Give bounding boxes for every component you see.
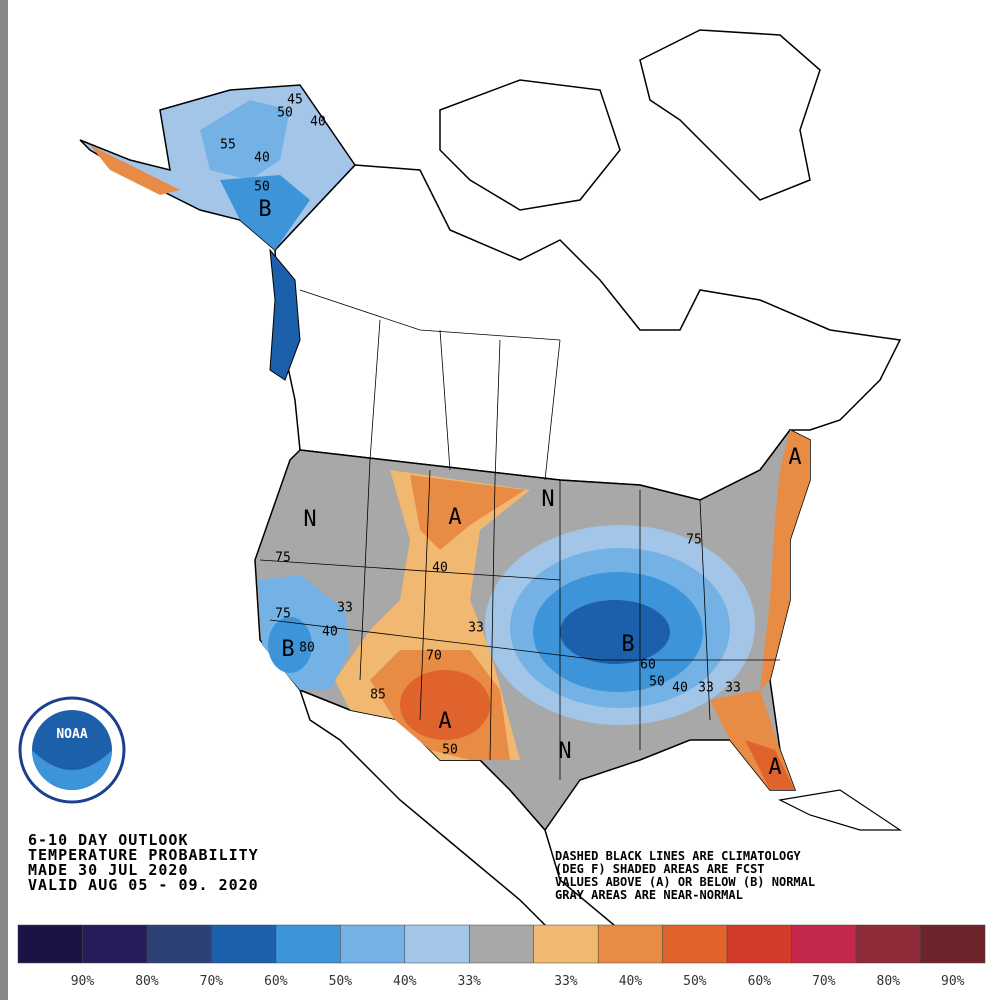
- contour-label: 55: [220, 138, 236, 153]
- legend-swatch: [791, 924, 857, 964]
- greenland: [639, 29, 821, 201]
- contour-label: 33: [468, 621, 484, 636]
- legend-swatch: [82, 924, 148, 964]
- cuba: [778, 789, 902, 831]
- alaska-40: [200, 100, 290, 180]
- contour-label: 75: [686, 533, 702, 548]
- legend: 90% 80% 70% 60% 50% 40% 33% 33% 40% 50% 60% 70% 80% 9…: [17, 924, 986, 989]
- category-letter: A: [438, 709, 451, 734]
- warm-40-north: [410, 475, 525, 550]
- frame-edge: [0, 0, 8, 1000]
- note-line: (DEG F) SHADED AREAS ARE FCST: [555, 862, 765, 876]
- category-letter: N: [541, 487, 554, 512]
- legend-swatch: [17, 924, 83, 964]
- panhandle: [269, 248, 301, 381]
- contour-label: 50: [277, 106, 293, 121]
- category-letter: B: [621, 632, 634, 657]
- west-cold-50: [268, 617, 312, 673]
- arctic-islands: [439, 79, 621, 211]
- contour-label: 40: [322, 625, 338, 640]
- note-line: GRAY AREAS ARE NEAR-NORMAL: [555, 888, 743, 902]
- legend-swatch: [146, 924, 212, 964]
- contour-label: 45: [287, 93, 303, 108]
- legend-swatch: [855, 924, 921, 964]
- category-letter: N: [558, 739, 571, 764]
- note-line: VALUES ABOVE (A) OR BELOW (B) NORMAL: [555, 875, 815, 889]
- contour-label: 33: [698, 681, 714, 696]
- borders: [259, 289, 780, 780]
- legend-label: 70%: [812, 974, 836, 989]
- title-line: 6-10 DAY OUTLOOK: [28, 831, 189, 849]
- contour-label: 80: [299, 641, 315, 656]
- legend-label: 60%: [264, 974, 288, 989]
- contour-label: 50: [649, 675, 665, 690]
- legend-label: 33%: [458, 974, 482, 989]
- legend-label: 70%: [200, 974, 224, 989]
- legend-label: 40%: [393, 974, 417, 989]
- legend-swatch: [469, 924, 534, 964]
- contour-label: 40: [432, 561, 448, 576]
- legend-label: 90%: [941, 974, 965, 989]
- category-letter: B: [258, 197, 271, 222]
- legend-swatch: [340, 924, 406, 964]
- title-line: VALID AUG 05 - 09. 2020: [28, 876, 259, 894]
- contour-label: 75: [275, 607, 291, 622]
- cold-60: [560, 600, 670, 664]
- legend-label: 60%: [748, 974, 772, 989]
- contour-label: 60: [640, 658, 656, 673]
- legend-swatch: [662, 924, 728, 964]
- legend-label: 80%: [877, 974, 901, 989]
- east-warm: [760, 430, 810, 690]
- contour-label: 70: [426, 649, 442, 664]
- logo-wave: [32, 750, 112, 790]
- contour-label: 33: [725, 681, 741, 696]
- title-line: TEMPERATURE PROBABILITY: [28, 846, 259, 864]
- florida-50: [745, 740, 795, 790]
- contour-label: 50: [254, 180, 270, 195]
- category-letter: A: [448, 505, 461, 530]
- legend-swatch: [404, 924, 470, 964]
- warm-50: [400, 670, 490, 740]
- title-line: MADE 30 JUL 2020: [28, 861, 189, 879]
- category-letter: A: [768, 755, 781, 780]
- contour-label: 50: [442, 743, 458, 758]
- contour-label: 85: [370, 688, 386, 703]
- legend-label: 50%: [329, 974, 353, 989]
- contour-label: 75: [275, 551, 291, 566]
- logo-text: NOAA: [56, 727, 87, 742]
- legend-swatch: [211, 924, 277, 964]
- legend-swatch: [533, 924, 599, 964]
- legend-label: 90%: [71, 974, 95, 989]
- legend-label: 33%: [554, 974, 578, 989]
- legend-label: 80%: [135, 974, 159, 989]
- legend-label: 40%: [619, 974, 643, 989]
- note-line: DASHED BLACK LINES ARE CLIMATOLOGY: [555, 849, 801, 863]
- category-letter: B: [281, 637, 294, 662]
- legend-swatch: [920, 924, 986, 964]
- note-block: DASHED BLACK LINES ARE CLIMATOLOGY(DEG F…: [555, 849, 815, 902]
- alaska-warm: [90, 145, 180, 195]
- category-letter: N: [303, 507, 316, 532]
- legend-swatch: [726, 924, 792, 964]
- contour-label: 40: [310, 115, 326, 130]
- alaska-50: [220, 175, 310, 250]
- legend-swatch: [275, 924, 341, 964]
- legend-label: 50%: [683, 974, 707, 989]
- legend-swatch: [597, 924, 663, 964]
- contour-label: 40: [672, 681, 688, 696]
- category-letter: A: [788, 445, 801, 470]
- contour-label: 33: [337, 601, 353, 616]
- contour-label: 40: [254, 151, 270, 166]
